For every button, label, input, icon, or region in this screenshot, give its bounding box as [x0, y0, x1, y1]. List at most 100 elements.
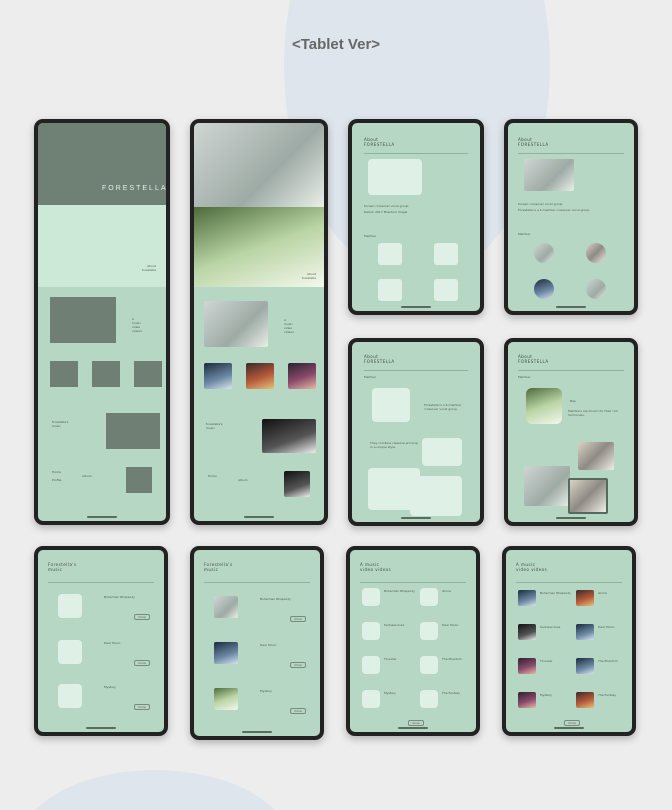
videos-side-label: A music video videos — [132, 317, 142, 333]
song-thumb-3[interactable] — [134, 361, 162, 387]
device-music-wireframe: Forestella's music Bohemian Rhapsody mor… — [34, 546, 168, 736]
about-title: About FORESTELLA — [518, 354, 549, 365]
video-thumb-7[interactable] — [518, 692, 536, 708]
member-placeholder-2 — [422, 438, 462, 466]
song-more-button-1[interactable]: more — [134, 614, 150, 620]
video-thumb-placeholder[interactable] — [50, 297, 116, 343]
song-cover-1[interactable] — [214, 596, 238, 618]
divider — [516, 582, 622, 583]
song-more-button-2[interactable]: more — [290, 662, 306, 668]
videos-more-button[interactable]: more — [564, 720, 580, 726]
video-thumb[interactable] — [204, 301, 268, 347]
video-thumb-4[interactable] — [576, 624, 594, 640]
menu-home[interactable]: Home — [208, 474, 217, 478]
song-more-button-3[interactable]: more — [290, 708, 306, 714]
video-thumb-3[interactable] — [362, 622, 380, 640]
video-title-5: Thunder — [540, 659, 553, 663]
song-more-button-1[interactable]: more — [290, 616, 306, 622]
video-thumb-5[interactable] — [518, 658, 536, 674]
footer-photo — [284, 471, 310, 497]
video-thumb-7[interactable] — [362, 690, 380, 708]
member-photo-large — [526, 388, 562, 424]
video-thumb-8[interactable] — [420, 690, 438, 708]
song-cover-3[interactable] — [58, 684, 82, 708]
member-photo-4[interactable] — [586, 279, 606, 299]
member-photo-4[interactable] — [434, 279, 458, 301]
song-thumb-3[interactable] — [288, 363, 316, 389]
videos-title: A music video videos — [516, 562, 548, 573]
song-title-2: Dear Moon — [260, 643, 277, 647]
screen-about-wireframe: About FORESTELLA Korean crossover vocal … — [352, 123, 480, 311]
member-label: Member — [518, 232, 531, 236]
song-thumb-1[interactable] — [204, 363, 232, 389]
member-photo-1[interactable] — [378, 243, 402, 265]
video-title-2: Gloria — [598, 591, 607, 595]
videos-more-button[interactable]: more — [408, 720, 424, 726]
song-cover-2[interactable] — [214, 642, 238, 664]
video-thumb-1[interactable] — [518, 590, 536, 606]
video-title-7: Mystery — [384, 691, 396, 695]
video-thumb-5[interactable] — [362, 656, 380, 674]
member-photo-1[interactable] — [534, 243, 554, 263]
video-thumb-2[interactable] — [420, 588, 438, 606]
screen-videos-wireframe: A music video videos Bohemian Rhapsody G… — [350, 550, 476, 732]
video-thumb-4[interactable] — [420, 622, 438, 640]
menu-album[interactable]: Album — [82, 474, 92, 478]
song-more-button-3[interactable]: more — [134, 704, 150, 710]
member-photo-2[interactable] — [434, 243, 458, 265]
video-thumb-6[interactable] — [576, 658, 594, 674]
song-more-button-2[interactable]: more — [134, 660, 150, 666]
about-title: About FORESTELLA — [364, 137, 395, 148]
home-indicator — [86, 727, 116, 729]
video-thumb-3[interactable] — [518, 624, 536, 640]
device-videos-wireframe: A music video videos Bohemian Rhapsody G… — [346, 546, 480, 736]
song-thumb-2[interactable] — [246, 363, 274, 389]
device-member-wireframe: About FORESTELLA Member Forestella is a … — [348, 338, 484, 526]
song-title-2: Dear Moon — [104, 641, 121, 645]
device-about-wireframe: About FORESTELLA Korean crossover vocal … — [348, 119, 484, 315]
music-side-label: forestella's music — [206, 422, 223, 430]
member-photo-2[interactable] — [586, 243, 606, 263]
about-debut: Debut: 2017 Phantom Singer — [364, 210, 408, 214]
home-indicator — [242, 731, 272, 733]
member-photo-2 — [578, 442, 614, 470]
device-member-design: About FORESTELLA Member Bae Members are … — [504, 338, 638, 526]
member-photo-3[interactable] — [378, 279, 402, 301]
song-cover-3[interactable] — [214, 688, 238, 710]
member-label: Member — [518, 375, 531, 379]
device-music-design: Forestella's music Bohemian Rhapsody mor… — [190, 546, 324, 740]
about-intro: Korean crossover vocal group — [518, 202, 563, 206]
divider — [360, 582, 466, 583]
member-label: Member — [364, 234, 377, 238]
album-placeholder[interactable] — [106, 413, 160, 449]
video-title-2: Gloria — [442, 589, 451, 593]
song-thumb-1[interactable] — [50, 361, 78, 387]
video-thumb-1[interactable] — [362, 588, 380, 606]
screen-home-design: About forestella A music video videos fo… — [194, 123, 324, 521]
video-thumb-2[interactable] — [576, 590, 594, 606]
video-thumb-6[interactable] — [420, 656, 438, 674]
home-indicator — [556, 517, 586, 519]
screen-videos-design: A music video videos Bohemian Rhapsody G… — [506, 550, 632, 732]
hero-banner — [38, 123, 166, 205]
video-title-1: Bohemian Rhapsody — [540, 591, 571, 595]
video-title-7: Mystery — [540, 693, 552, 697]
member-photo-3[interactable] — [534, 279, 554, 299]
music-title: Forestella's music — [204, 562, 233, 573]
home-indicator — [398, 727, 428, 729]
home-indicator — [401, 517, 431, 519]
member-large-placeholder — [372, 388, 410, 422]
song-cover-1[interactable] — [58, 594, 82, 618]
videos-title: A music video videos — [360, 562, 392, 573]
video-title-1: Bohemian Rhapsody — [384, 589, 415, 593]
song-thumb-2[interactable] — [92, 361, 120, 387]
menu-album[interactable]: Album — [238, 478, 248, 482]
menu-home[interactable]: Home — [52, 470, 61, 474]
song-cover-2[interactable] — [58, 640, 82, 664]
video-thumb-8[interactable] — [576, 692, 594, 708]
divider — [364, 370, 468, 371]
home-indicator — [87, 516, 117, 518]
album-cover[interactable] — [262, 419, 316, 453]
member-name: Bae — [570, 399, 576, 403]
menu-profile[interactable]: Profile — [52, 478, 62, 482]
